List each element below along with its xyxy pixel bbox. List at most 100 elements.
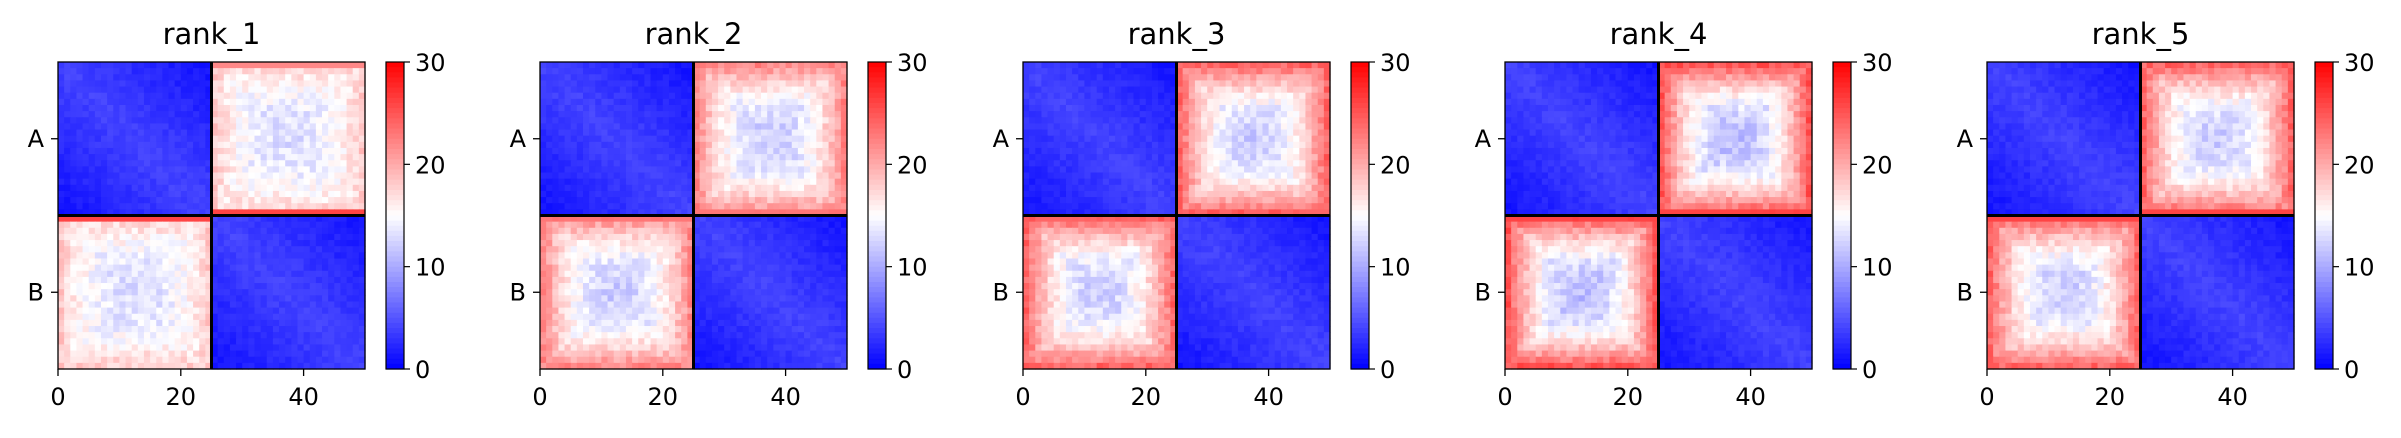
heatmap-cell bbox=[625, 350, 633, 358]
heatmap-cell bbox=[625, 276, 633, 284]
heatmap-cell bbox=[589, 270, 596, 278]
heatmap-cell bbox=[656, 172, 664, 180]
heatmap-cell bbox=[834, 98, 842, 106]
heatmap-cell bbox=[248, 332, 256, 339]
heatmap-cell bbox=[662, 141, 670, 149]
heatmap-cell bbox=[699, 129, 707, 137]
heatmap-cell bbox=[168, 98, 176, 106]
heatmap-cell bbox=[279, 252, 286, 260]
heatmap-cell bbox=[797, 307, 805, 315]
heatmap-cell bbox=[625, 332, 633, 339]
heatmap-cell bbox=[595, 356, 602, 364]
heatmap-cell bbox=[64, 68, 71, 75]
heatmap-cell bbox=[70, 264, 78, 272]
heatmap-cell bbox=[570, 104, 578, 112]
heatmap-cell bbox=[625, 252, 633, 260]
heatmap-cell bbox=[748, 270, 756, 278]
heatmap-cell bbox=[94, 227, 102, 235]
heatmap-cell bbox=[137, 111, 145, 118]
heatmap-cell bbox=[254, 252, 262, 260]
heatmap-cell bbox=[767, 258, 774, 266]
heatmap-cell bbox=[229, 319, 237, 327]
heatmap-cell bbox=[346, 319, 354, 327]
heatmap-cell bbox=[131, 129, 139, 137]
heatmap-cell bbox=[638, 240, 645, 247]
heatmap-cell bbox=[279, 197, 286, 204]
heatmap-cell bbox=[279, 362, 286, 370]
heatmap-cell bbox=[613, 344, 621, 352]
heatmap-cell bbox=[761, 307, 768, 315]
heatmap-cell bbox=[107, 332, 114, 339]
heatmap-cell bbox=[322, 270, 329, 278]
heatmap-cell bbox=[334, 141, 342, 149]
heatmap-cell bbox=[266, 350, 274, 358]
heatmap-cell bbox=[570, 283, 578, 290]
heatmap-cell bbox=[285, 362, 292, 370]
heatmap-cell bbox=[260, 104, 268, 112]
heatmap-cell bbox=[285, 246, 292, 253]
heatmap-cell bbox=[303, 184, 311, 192]
heatmap-cell bbox=[595, 123, 602, 131]
heatmap-cell bbox=[143, 307, 151, 315]
heatmap-cell bbox=[730, 313, 738, 321]
heatmap-cell bbox=[638, 160, 645, 167]
heatmap-cell bbox=[156, 301, 163, 309]
heatmap-cell bbox=[309, 313, 317, 321]
heatmap-cell bbox=[272, 166, 280, 174]
heatmap-cell bbox=[607, 215, 615, 223]
heatmap-cell bbox=[613, 326, 621, 333]
heatmap-cell bbox=[656, 197, 664, 204]
heatmap-cell bbox=[785, 80, 793, 88]
heatmap-cell bbox=[791, 141, 799, 149]
heatmap-cell bbox=[168, 209, 176, 217]
heatmap-cell bbox=[619, 86, 627, 94]
heatmap-cell bbox=[58, 197, 65, 204]
heatmap-cell bbox=[730, 111, 738, 118]
heatmap-cell bbox=[193, 258, 200, 266]
heatmap-cell bbox=[540, 227, 547, 235]
heatmap-cell bbox=[779, 62, 787, 69]
heatmap-cell bbox=[687, 209, 695, 217]
heatmap-cell bbox=[552, 252, 560, 260]
heatmap-cell bbox=[137, 68, 145, 75]
heatmap-cell bbox=[125, 190, 133, 198]
heatmap-cell bbox=[211, 276, 219, 284]
heatmap-cell bbox=[650, 215, 658, 223]
heatmap-cell bbox=[322, 252, 329, 260]
heatmap-cell bbox=[156, 98, 163, 106]
heatmap-cell bbox=[346, 86, 354, 94]
heatmap-cell bbox=[82, 129, 90, 137]
heatmap-cell bbox=[804, 221, 811, 229]
heatmap-cell bbox=[328, 338, 335, 346]
heatmap-cell bbox=[58, 362, 65, 370]
heatmap-cell bbox=[285, 209, 292, 217]
heatmap-cell bbox=[840, 283, 848, 290]
colorbar-segment bbox=[386, 159, 404, 165]
heatmap-cell bbox=[644, 240, 652, 247]
heatmap-cell bbox=[254, 307, 262, 315]
heatmap-cell bbox=[650, 111, 658, 118]
heatmap-cell bbox=[785, 74, 793, 82]
heatmap-cell bbox=[804, 283, 811, 290]
heatmap-cell bbox=[822, 98, 830, 106]
heatmap-cell bbox=[334, 307, 342, 315]
heatmap-cell bbox=[88, 356, 96, 364]
heatmap-cell bbox=[291, 215, 299, 223]
heatmap-cell bbox=[236, 203, 243, 210]
heatmap-cell bbox=[217, 117, 225, 124]
heatmap-cell bbox=[589, 258, 596, 266]
heatmap-cell bbox=[291, 289, 299, 296]
heatmap-cell bbox=[773, 92, 781, 100]
heatmap-cell bbox=[358, 332, 366, 339]
heatmap-cell bbox=[248, 154, 256, 161]
heatmap-cell bbox=[693, 74, 701, 82]
heatmap-cell bbox=[711, 264, 719, 272]
heatmap-cell bbox=[107, 160, 114, 167]
heatmap-cell bbox=[70, 117, 78, 124]
heatmap-cell bbox=[223, 313, 231, 321]
heatmap-cell bbox=[174, 344, 182, 352]
colorbar-tick-label: 0 bbox=[415, 356, 430, 384]
heatmap-cell bbox=[632, 332, 639, 339]
heatmap-cell bbox=[619, 154, 627, 161]
heatmap-cell bbox=[260, 233, 268, 241]
